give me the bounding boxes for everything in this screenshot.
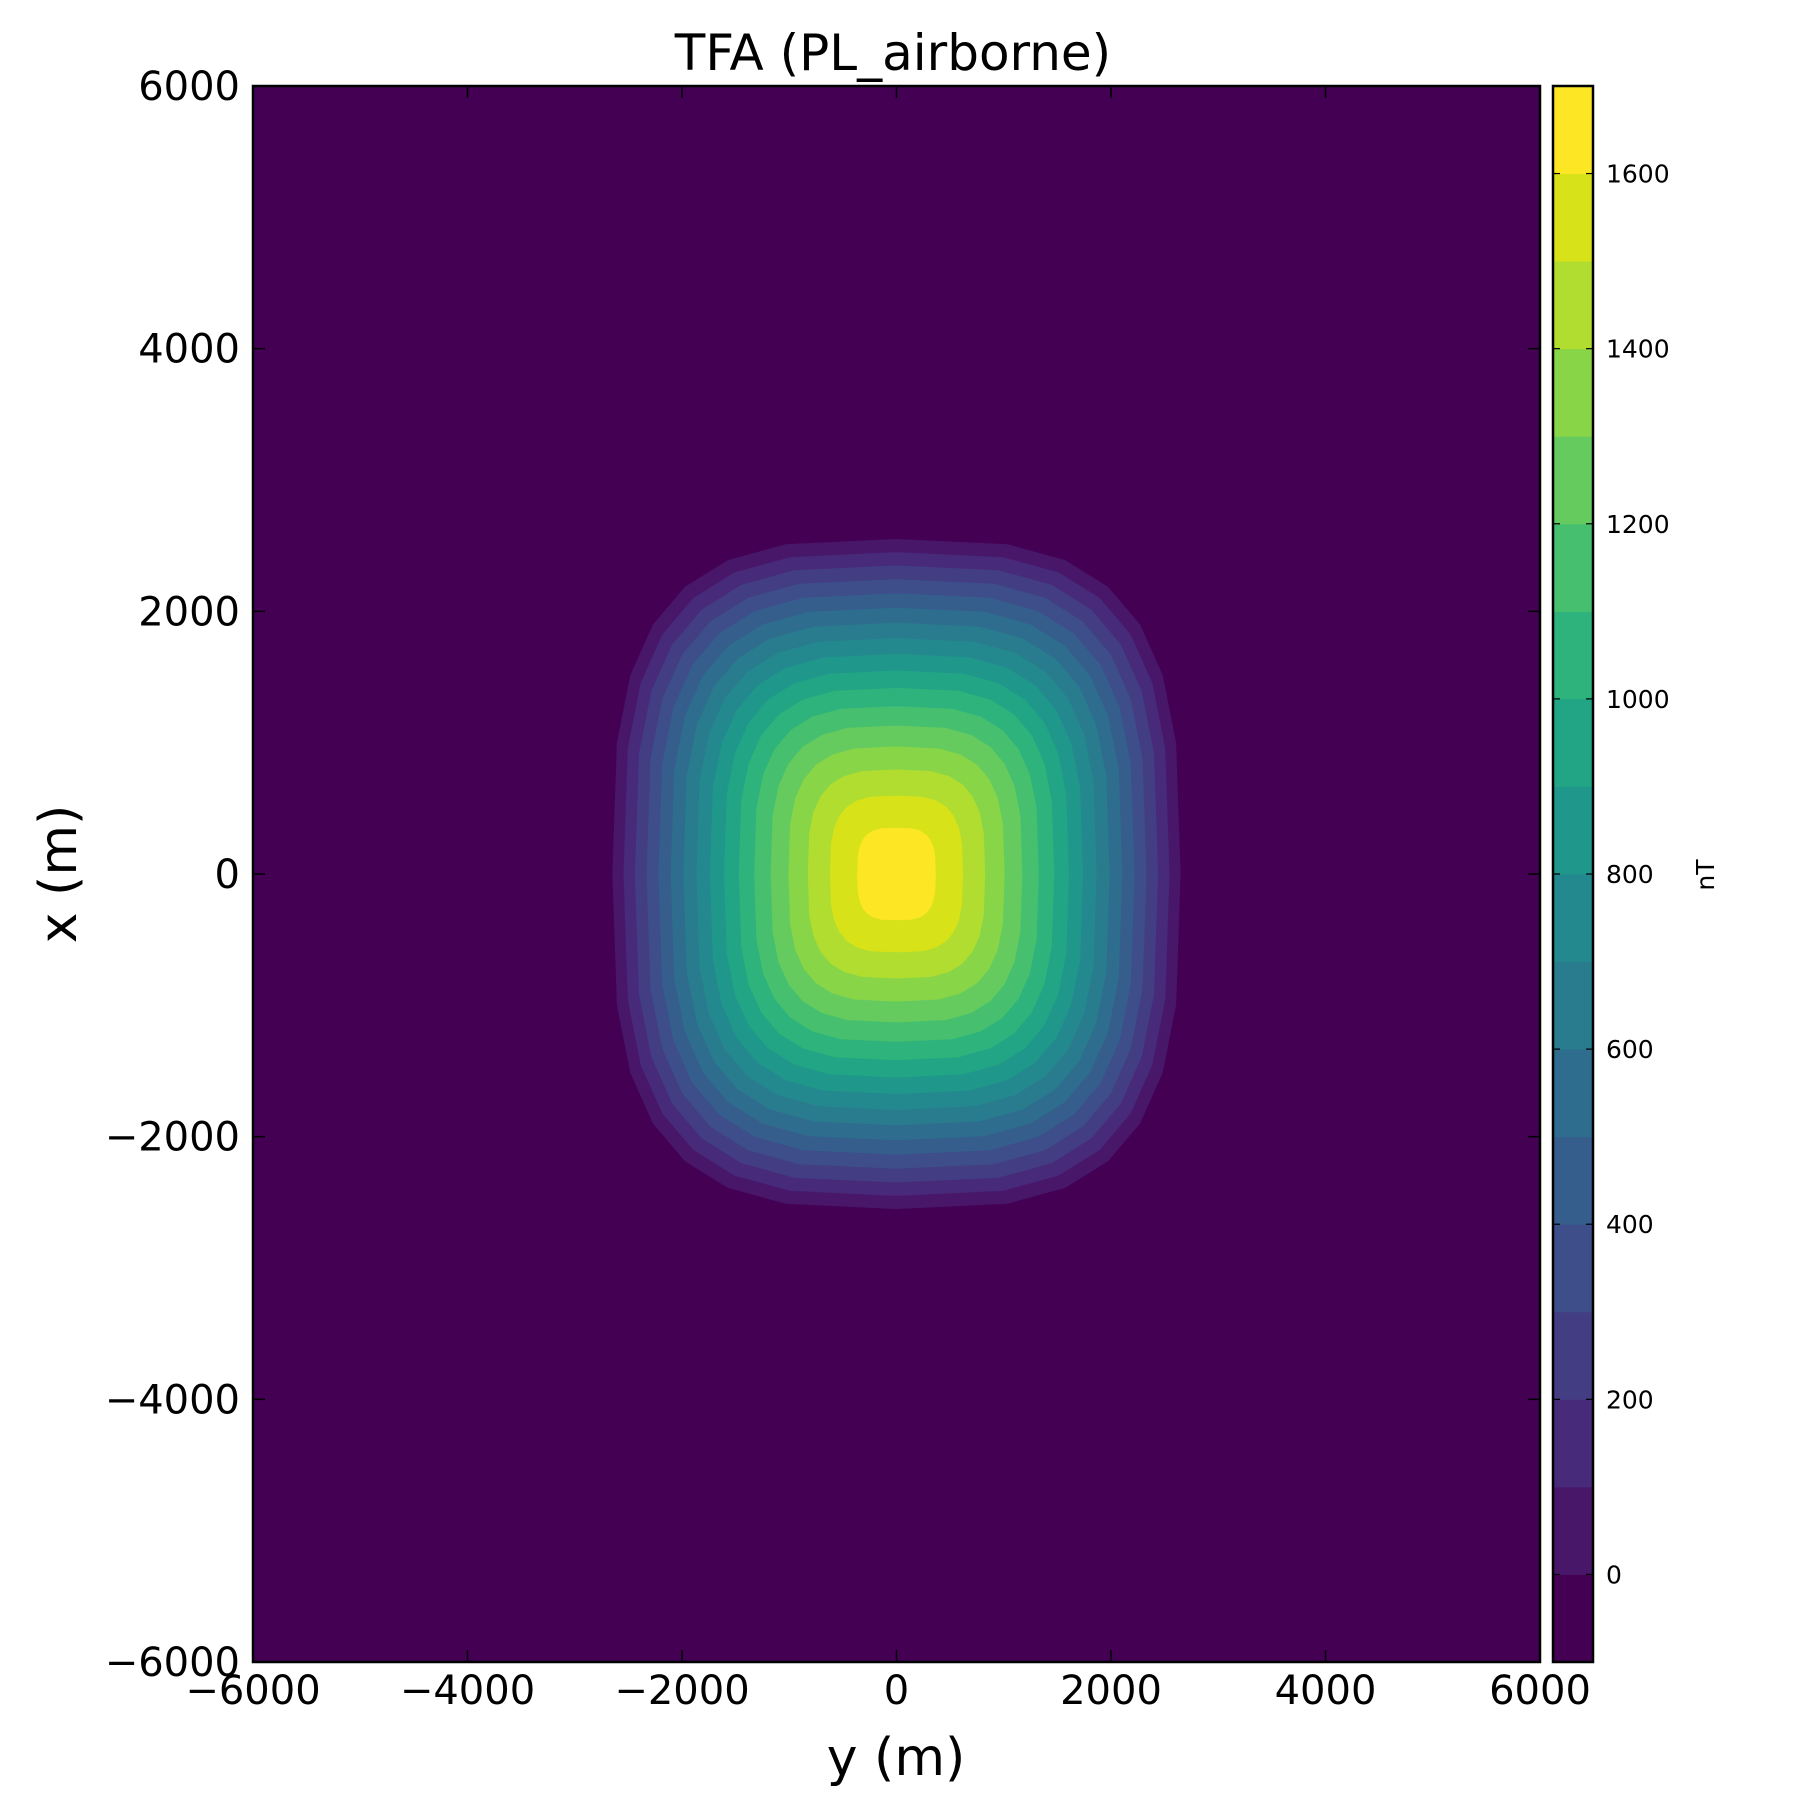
x-tick-label: −4000 [400,1668,535,1714]
colorbar-band [1553,786,1593,875]
x-tick-label: −2000 [614,1668,749,1714]
x-tick-label: 2000 [1060,1668,1162,1714]
colorbar-band [1553,874,1593,963]
x-tick-label: −6000 [185,1668,320,1714]
colorbar-band [1553,698,1593,787]
plot-area [251,84,1542,1664]
colorbar-band [1553,961,1593,1050]
y-tick-label: 6000 [138,64,240,110]
colorbar-band [1553,1486,1593,1575]
x-axis-ticks: −6000 −4000 −2000 0 2000 4000 6000 [185,86,1591,1714]
colorbar-tick-label: 600 [1606,1035,1654,1064]
y-tick-label: 0 [215,852,240,898]
colorbar-band [1553,611,1593,700]
colorbar-tick-label: 800 [1606,860,1654,889]
colorbar-label: nT [1691,859,1720,891]
colorbar-band [1553,1311,1593,1400]
colorbar-band [1553,1224,1593,1313]
colorbar-tick-label: 1400 [1606,335,1670,364]
colorbar-tick-label: 200 [1606,1385,1654,1414]
y-tick-label: 4000 [138,327,240,373]
contour-fills [612,539,1181,1209]
colorbar-band [1553,436,1593,525]
y-tick-label: −2000 [105,1115,240,1161]
colorbar-bands [1553,86,1593,1663]
contour-level-fill [857,827,936,921]
x-tick-label: 6000 [1489,1668,1591,1714]
colorbar-band [1553,86,1593,175]
x-tick-label: 0 [884,1668,909,1714]
colorbar-band [1553,173,1593,262]
colorbar-tick-label: 1600 [1606,160,1670,189]
colorbar-tick-label: 1200 [1606,510,1670,539]
colorbar-tick-label: 0 [1606,1560,1622,1589]
y-tick-label: −4000 [105,1377,240,1423]
y-axis-label: x (m) [29,805,89,944]
colorbar-tick-label: 400 [1606,1210,1654,1239]
colorbar-band [1553,1049,1593,1138]
colorbar-band [1553,261,1593,350]
colorbar-band [1553,523,1593,612]
colorbar-ticks: 0 200 400 600 800 1000 1200 1400 1600 [1553,160,1670,1589]
y-axis-ticks: −6000 −4000 −2000 0 2000 4000 6000 [105,64,1540,1686]
x-axis-label: y (m) [827,1728,966,1788]
x-tick-label: 4000 [1275,1668,1377,1714]
colorbar-band [1553,1574,1593,1663]
colorbar-band [1553,1399,1593,1488]
colorbar-band [1553,348,1593,437]
chart-title: TFA (PL_airborne) [674,24,1111,82]
colorbar-tick-label: 1000 [1606,685,1670,714]
y-tick-label: −6000 [105,1640,240,1686]
colorbar: 0 200 400 600 800 1000 1200 1400 1600 nT [1551,84,1720,1664]
colorbar-band [1553,1136,1593,1225]
y-tick-label: 2000 [138,589,240,635]
